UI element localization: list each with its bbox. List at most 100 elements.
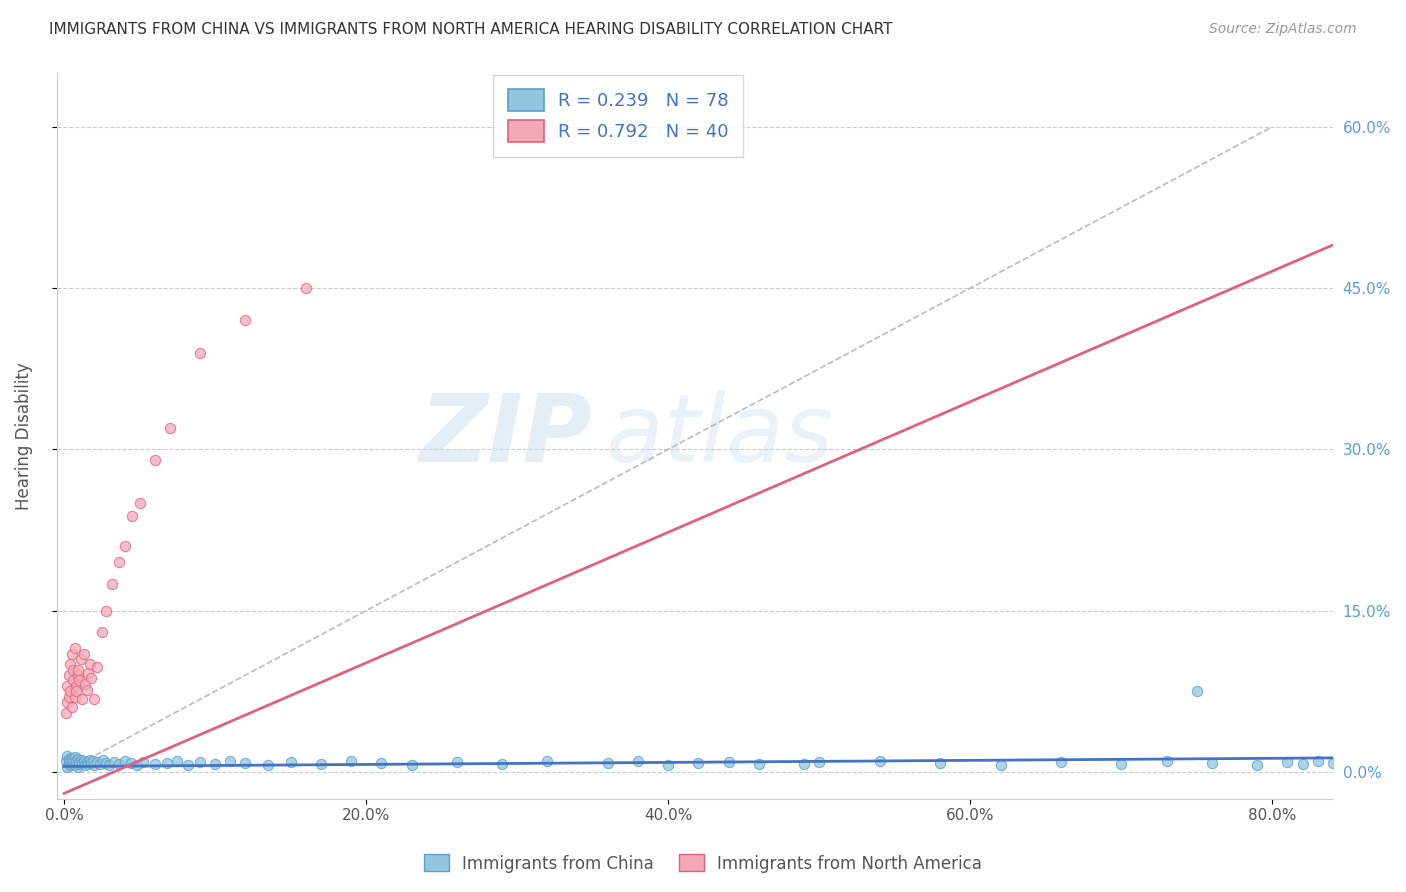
Point xyxy=(401,758,423,772)
Point xyxy=(177,758,200,772)
Point xyxy=(62,663,84,677)
Point xyxy=(79,657,101,672)
Point xyxy=(1306,754,1329,768)
Point xyxy=(101,576,124,591)
Point xyxy=(114,754,136,768)
Text: Source: ZipAtlas.com: Source: ZipAtlas.com xyxy=(1209,22,1357,37)
Point xyxy=(79,753,101,767)
Point xyxy=(73,754,96,768)
Point xyxy=(808,755,831,769)
Point xyxy=(929,756,952,771)
Point xyxy=(67,757,90,772)
Point xyxy=(75,676,97,690)
Point xyxy=(114,539,136,553)
Point xyxy=(76,683,98,698)
Point xyxy=(120,756,142,771)
Point xyxy=(688,756,710,771)
Point xyxy=(1246,758,1268,772)
Point xyxy=(80,671,103,685)
Point xyxy=(219,754,242,768)
Point xyxy=(1322,756,1344,771)
Point xyxy=(66,759,89,773)
Point xyxy=(446,755,468,769)
Point xyxy=(80,756,103,771)
Point xyxy=(596,756,619,771)
Point xyxy=(83,691,105,706)
Point xyxy=(77,757,100,772)
Point xyxy=(96,756,118,771)
Legend: R = 0.239   N = 78, R = 0.792   N = 40: R = 0.239 N = 78, R = 0.792 N = 40 xyxy=(494,75,744,157)
Point xyxy=(65,754,87,768)
Point xyxy=(55,706,77,720)
Point xyxy=(65,679,87,693)
Point xyxy=(76,755,98,769)
Point xyxy=(86,755,108,769)
Point xyxy=(56,679,79,693)
Point xyxy=(96,604,118,618)
Point xyxy=(188,755,211,769)
Point xyxy=(657,758,679,772)
Point xyxy=(58,756,80,771)
Point xyxy=(627,754,650,768)
Point xyxy=(59,684,82,698)
Point xyxy=(75,758,97,772)
Point xyxy=(73,647,96,661)
Point xyxy=(1111,757,1133,772)
Point xyxy=(1050,755,1073,769)
Point xyxy=(86,659,108,673)
Point xyxy=(63,758,86,772)
Point xyxy=(98,758,121,772)
Point xyxy=(67,673,90,688)
Point xyxy=(83,758,105,772)
Point xyxy=(235,313,257,327)
Text: IMMIGRANTS FROM CHINA VS IMMIGRANTS FROM NORTH AMERICA HEARING DISABILITY CORREL: IMMIGRANTS FROM CHINA VS IMMIGRANTS FROM… xyxy=(49,22,893,37)
Point xyxy=(128,496,150,510)
Point xyxy=(58,690,80,704)
Point xyxy=(67,755,90,769)
Point xyxy=(235,756,257,771)
Point xyxy=(257,758,280,772)
Point xyxy=(89,757,111,772)
Point xyxy=(56,748,79,763)
Point xyxy=(77,665,100,680)
Text: atlas: atlas xyxy=(606,391,834,482)
Point xyxy=(131,755,153,769)
Point xyxy=(204,757,226,772)
Point xyxy=(60,757,83,772)
Point xyxy=(159,421,181,435)
Point xyxy=(93,753,115,767)
Point xyxy=(69,753,91,767)
Point xyxy=(1201,756,1223,771)
Point xyxy=(65,684,87,698)
Point xyxy=(1277,755,1299,769)
Point xyxy=(188,345,211,359)
Point xyxy=(125,758,148,772)
Point xyxy=(536,754,558,768)
Point xyxy=(62,755,84,769)
Point xyxy=(1185,684,1208,698)
Point xyxy=(280,755,302,769)
Point xyxy=(340,754,363,768)
Point xyxy=(63,690,86,704)
Point xyxy=(1156,754,1178,768)
Point xyxy=(103,755,125,769)
Point xyxy=(748,757,770,772)
Point xyxy=(59,657,82,672)
Point xyxy=(491,757,513,772)
Point xyxy=(82,754,104,768)
Point xyxy=(793,757,815,772)
Point xyxy=(156,756,179,771)
Point xyxy=(107,555,129,569)
Y-axis label: Hearing Disability: Hearing Disability xyxy=(15,362,32,509)
Point xyxy=(66,752,89,766)
Point xyxy=(294,281,316,295)
Point xyxy=(62,753,84,767)
Point xyxy=(370,756,392,771)
Point xyxy=(309,757,332,772)
Point xyxy=(59,758,82,772)
Point xyxy=(65,756,87,771)
Point xyxy=(990,758,1012,772)
Point xyxy=(143,453,166,467)
Point xyxy=(66,668,89,682)
Point xyxy=(69,652,91,666)
